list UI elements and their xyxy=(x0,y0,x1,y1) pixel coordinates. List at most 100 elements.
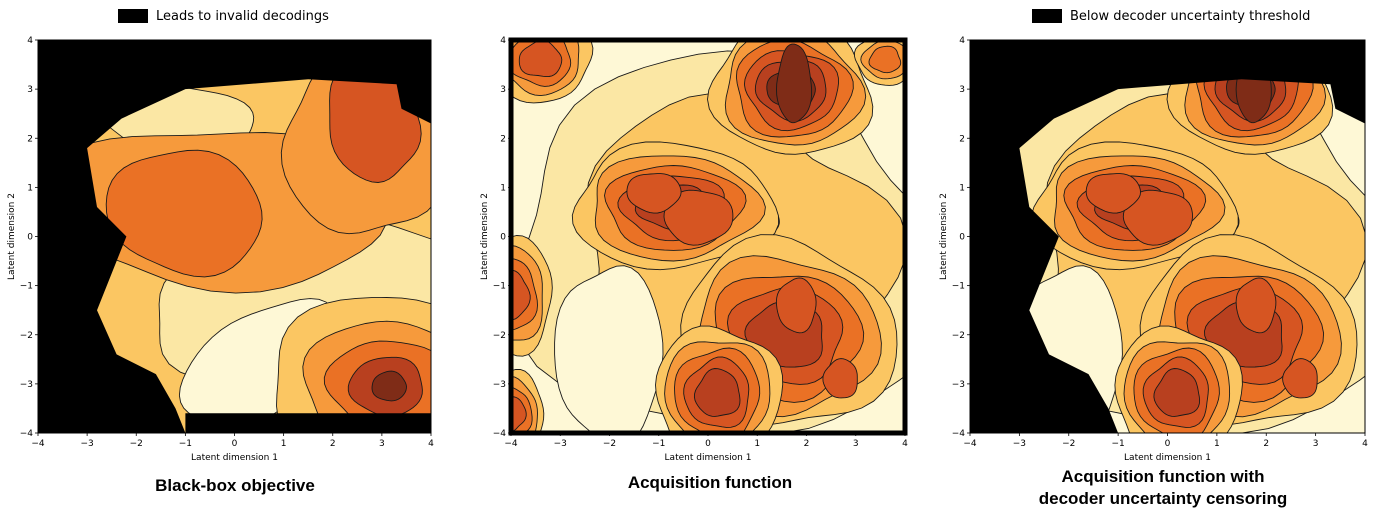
y-tick-label: 4 xyxy=(27,36,33,46)
contour-level xyxy=(822,358,858,399)
masked-region xyxy=(970,40,1365,433)
x-tick-label: 3 xyxy=(853,439,859,449)
contour-level xyxy=(693,368,741,417)
y-tick-label: 4 xyxy=(959,36,965,46)
y-tick-label: −4 xyxy=(952,429,966,439)
x-tick-label: −2 xyxy=(1062,439,1075,449)
legend-uncertainty-threshold: Below decoder uncertainty threshold xyxy=(1032,6,1310,26)
y-tick-label: −3 xyxy=(493,380,506,390)
x-axis-label: Latent dimension 1 xyxy=(665,453,752,463)
x-tick-label: 2 xyxy=(804,439,810,449)
censored-acquisition-contour-chart: −4 −3 −2 −1 0 1 2 3 4 4 3 2 1 0 −1 −2 −3 −4 Latent dimensi… xyxy=(939,36,1368,463)
x-tick-label: 3 xyxy=(379,439,385,449)
legend-swatch xyxy=(1032,9,1062,23)
caption-line: decoder uncertainty censoring xyxy=(1038,489,1288,508)
y-tick-label: −1 xyxy=(493,282,506,292)
y-tick-label: −1 xyxy=(952,282,965,292)
y-tick-label: 0 xyxy=(27,233,33,243)
y-tick-label: 2 xyxy=(27,134,33,144)
acquisition-contour-chart: −4 −3 −2 −1 0 1 2 3 4 4 3 2 1 0 −1 −2 −3 −4 Latent dimensi… xyxy=(480,36,908,463)
x-axis-label: Latent dimension 1 xyxy=(1124,453,1211,463)
x-tick-label: 4 xyxy=(902,439,908,449)
y-tick-label: −3 xyxy=(952,380,965,390)
contour-level xyxy=(1085,173,1141,214)
contour-level xyxy=(776,43,813,124)
x-tick-label: 0 xyxy=(232,439,238,449)
x-tick-label: −4 xyxy=(504,439,518,449)
contour-level xyxy=(1282,358,1318,399)
caption-objective: Black-box objective xyxy=(90,475,380,497)
x-tick-label: −2 xyxy=(603,439,616,449)
x-axis-label: Latent dimension 1 xyxy=(191,453,278,463)
contour-level xyxy=(775,277,817,334)
y-axis-label: Latent dimension 2 xyxy=(939,193,949,280)
contour-level xyxy=(1153,368,1201,417)
contour-level xyxy=(626,173,682,214)
y-tick-label: 1 xyxy=(500,183,506,193)
contour-level xyxy=(511,395,527,433)
y-tick-label: 0 xyxy=(500,233,506,243)
contour-level xyxy=(1122,189,1193,246)
x-tick-label: 0 xyxy=(1165,439,1171,449)
caption-acquisition: Acquisition function xyxy=(565,472,855,494)
x-tick-label: 0 xyxy=(705,439,711,449)
legend-invalid-decodings: Leads to invalid decodings xyxy=(118,6,329,26)
contour-level xyxy=(663,189,734,246)
x-tick-label: 1 xyxy=(1214,439,1220,449)
y-tick-label: −1 xyxy=(20,282,33,292)
y-tick-label: −4 xyxy=(20,429,34,439)
contour-level xyxy=(554,265,664,433)
contour-level xyxy=(511,269,531,321)
y-tick-label: −3 xyxy=(20,380,33,390)
x-tick-label: −3 xyxy=(80,439,93,449)
y-axis-label: Latent dimension 2 xyxy=(480,193,490,280)
x-tick-label: −1 xyxy=(1111,439,1124,449)
x-tick-label: −3 xyxy=(554,439,567,449)
objective-contour-chart: −4 −3 −2 −1 0 1 2 3 4 4 3 2 1 0 −1 −2 −3 −4 Latent dimensi… xyxy=(7,36,434,463)
y-tick-label: −2 xyxy=(952,331,965,341)
legend-label: Leads to invalid decodings xyxy=(156,8,329,24)
x-tick-label: −2 xyxy=(130,439,143,449)
contour-level xyxy=(371,370,407,402)
y-tick-label: −2 xyxy=(493,331,506,341)
x-tick-label: 4 xyxy=(428,439,434,449)
x-tick-label: 2 xyxy=(1263,439,1269,449)
contour-field xyxy=(970,40,1365,433)
y-axis-label: Latent dimension 2 xyxy=(7,193,17,280)
contour-level xyxy=(1235,277,1277,334)
x-tick-label: 2 xyxy=(330,439,336,449)
y-tick-label: 3 xyxy=(27,85,33,95)
y-tick-label: 2 xyxy=(959,134,965,144)
x-tick-label: 1 xyxy=(281,439,287,449)
x-tick-label: −4 xyxy=(31,439,45,449)
x-tick-label: 4 xyxy=(1362,439,1368,449)
legend-swatch xyxy=(118,9,148,23)
y-tick-label: 3 xyxy=(959,85,965,95)
y-tick-label: 0 xyxy=(959,233,965,243)
contour-field xyxy=(511,40,905,433)
x-tick-label: −1 xyxy=(652,439,665,449)
y-tick-label: −2 xyxy=(20,331,33,341)
y-tick-label: 4 xyxy=(500,36,506,46)
caption-line: Black-box objective xyxy=(155,476,315,495)
caption-line: Acquisition function with xyxy=(1061,467,1265,486)
contour-field xyxy=(38,40,431,433)
y-tick-label: 1 xyxy=(959,183,965,193)
caption-censored-acquisition: Acquisition function with decoder uncert… xyxy=(1008,466,1318,510)
y-tick-label: −4 xyxy=(493,429,507,439)
y-tick-label: 1 xyxy=(27,183,33,193)
legend-label: Below decoder uncertainty threshold xyxy=(1070,8,1311,24)
contour-level xyxy=(105,149,263,278)
caption-line: Acquisition function xyxy=(627,473,793,492)
contour-level xyxy=(518,40,563,78)
y-tick-label: 3 xyxy=(500,85,506,95)
x-tick-label: 3 xyxy=(1313,439,1319,449)
x-tick-label: 1 xyxy=(754,439,760,449)
x-tick-label: −1 xyxy=(179,439,192,449)
x-tick-label: −3 xyxy=(1013,439,1026,449)
x-tick-label: −4 xyxy=(963,439,977,449)
contour-level xyxy=(868,45,902,74)
masked-region xyxy=(38,40,431,433)
y-tick-label: 2 xyxy=(500,134,506,144)
masked-region xyxy=(185,413,431,433)
